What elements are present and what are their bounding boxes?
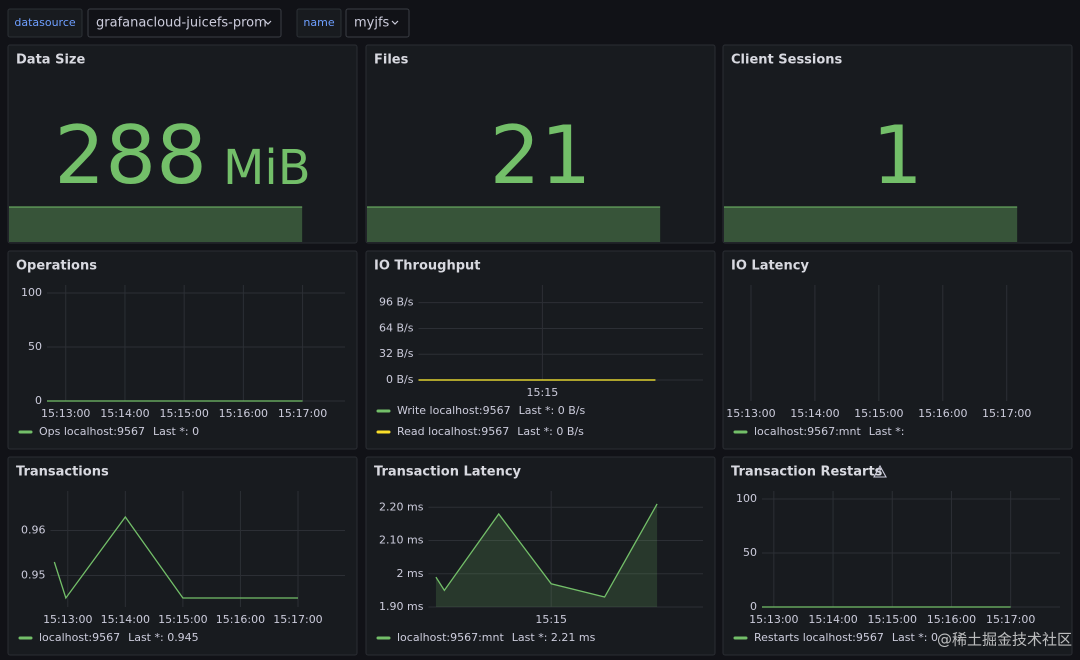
x-tick-label: 15:13:00 xyxy=(41,407,90,420)
y-tick-label: 50 xyxy=(28,340,42,353)
x-tick-label: 15:14:00 xyxy=(790,407,839,420)
panel xyxy=(365,456,716,656)
panel xyxy=(722,44,1073,244)
x-tick-label: 15:15:00 xyxy=(159,407,208,420)
legend-name: localhost:9567:mnt xyxy=(397,631,504,644)
variable-label: name xyxy=(303,16,334,29)
legend-calc: Last *: 0 xyxy=(153,425,199,438)
legend-calc: Last *: 0 xyxy=(892,631,938,644)
variable-dropdown[interactable] xyxy=(345,8,410,38)
x-tick-label: 15:15:00 xyxy=(868,613,917,626)
sparkline-area xyxy=(9,207,303,242)
variable-label-box xyxy=(296,8,342,38)
y-tick-label: 2.20 ms xyxy=(379,500,424,513)
variable-label: datasource xyxy=(14,16,76,29)
stat-value: 21 xyxy=(490,109,592,202)
legend-name: Write localhost:9567 xyxy=(397,404,511,417)
legend-name: localhost:9567:mnt xyxy=(754,425,861,438)
warning-icon xyxy=(873,464,887,478)
variable-value: myjfs xyxy=(354,16,390,31)
watermark: @稀土掘金技术社区 xyxy=(937,631,1072,649)
legend-name: localhost:9567 xyxy=(39,631,120,644)
y-tick-label: 2.10 ms xyxy=(379,534,424,547)
chevron xyxy=(391,20,399,25)
panel-grid: Data Size 288 MiB Files 21 Client Sessions 1 Op… xyxy=(7,44,1073,656)
x-tick-label: 15:15:00 xyxy=(854,407,903,420)
x-tick-label: 15:13:00 xyxy=(43,613,92,626)
series-line xyxy=(53,515,298,600)
x-tick-label: 15:17:00 xyxy=(273,613,322,626)
panel xyxy=(7,44,358,244)
panel-title: Transaction Latency xyxy=(374,465,522,480)
series-area xyxy=(435,503,658,607)
x-tick-label: 15:16:00 xyxy=(927,613,976,626)
variable-value: grafanacloud-juicefs-prom xyxy=(96,16,267,31)
y-tick-label: 0.96 xyxy=(21,524,46,537)
legend-name: Restarts localhost:9567 xyxy=(754,631,884,644)
panel xyxy=(365,250,716,450)
y-tick-label: 0 xyxy=(750,600,757,613)
y-tick-label: 0 xyxy=(35,394,42,407)
panel-title: Transactions xyxy=(16,465,109,480)
y-tick-label: 50 xyxy=(743,546,757,559)
y-tick-label: 1.90 ms xyxy=(379,600,424,613)
x-tick-label: 15:14:00 xyxy=(100,407,149,420)
y-tick-label: 96 B/s xyxy=(379,296,414,309)
legend-calc: Last *: xyxy=(869,425,905,438)
x-tick-label: 15:15 xyxy=(527,386,559,399)
legend-calc: Last *: 0 B/s xyxy=(517,425,584,438)
panel-title: Client Sessions xyxy=(731,53,843,68)
x-tick-label: 15:13:00 xyxy=(726,407,775,420)
x-tick-label: 15:16:00 xyxy=(219,407,268,420)
x-tick-label: 15:14:00 xyxy=(808,613,857,626)
legend-calc: Last *: 0.945 xyxy=(128,631,199,644)
panel-title: Transaction Restarts xyxy=(731,465,883,480)
panel-title: Data Size xyxy=(16,53,85,68)
series-line xyxy=(435,503,658,598)
panel-title: IO Latency xyxy=(731,259,809,274)
y-tick-label: 100 xyxy=(736,492,757,505)
y-tick-label: 100 xyxy=(21,286,42,299)
legend-name: Ops localhost:9567 xyxy=(39,425,145,438)
sparkline-area xyxy=(367,207,661,242)
x-tick-label: 15:17:00 xyxy=(278,407,327,420)
panel-title: Operations xyxy=(16,259,97,274)
variable-dropdown[interactable] xyxy=(87,8,282,38)
x-tick-label: 15:15:00 xyxy=(158,613,207,626)
y-tick-label: 0 B/s xyxy=(386,373,414,386)
x-tick-label: 15:14:00 xyxy=(101,613,150,626)
panel-title: Files xyxy=(374,53,409,68)
panel xyxy=(722,250,1073,450)
panel xyxy=(7,250,358,450)
x-tick-label: 15:17:00 xyxy=(982,407,1031,420)
y-tick-label: 64 B/s xyxy=(379,321,414,334)
variable-label-box xyxy=(7,8,83,38)
legend-calc: Last *: 2.21 ms xyxy=(512,631,596,644)
x-tick-label: 15:13:00 xyxy=(749,613,798,626)
stat-unit: MiB xyxy=(223,140,311,196)
x-tick-label: 15:16:00 xyxy=(918,407,967,420)
x-tick-label: 15:16:00 xyxy=(216,613,265,626)
legend-calc: Last *: 0 B/s xyxy=(519,404,586,417)
stat-value: 1 xyxy=(872,109,923,202)
sparkline-area xyxy=(724,207,1018,242)
y-tick-label: 32 B/s xyxy=(379,347,414,360)
chevron xyxy=(264,20,272,25)
x-tick-label: 15:15 xyxy=(535,613,567,626)
y-tick-label: 0.95 xyxy=(21,569,46,582)
panel xyxy=(722,456,1073,656)
stat-value: 288 xyxy=(54,109,207,202)
panel xyxy=(365,44,716,244)
panel-title: IO Throughput xyxy=(374,259,480,274)
y-tick-label: 2 ms xyxy=(396,567,423,580)
legend-name: Read localhost:9567 xyxy=(397,425,509,438)
x-tick-label: 15:17:00 xyxy=(986,613,1035,626)
